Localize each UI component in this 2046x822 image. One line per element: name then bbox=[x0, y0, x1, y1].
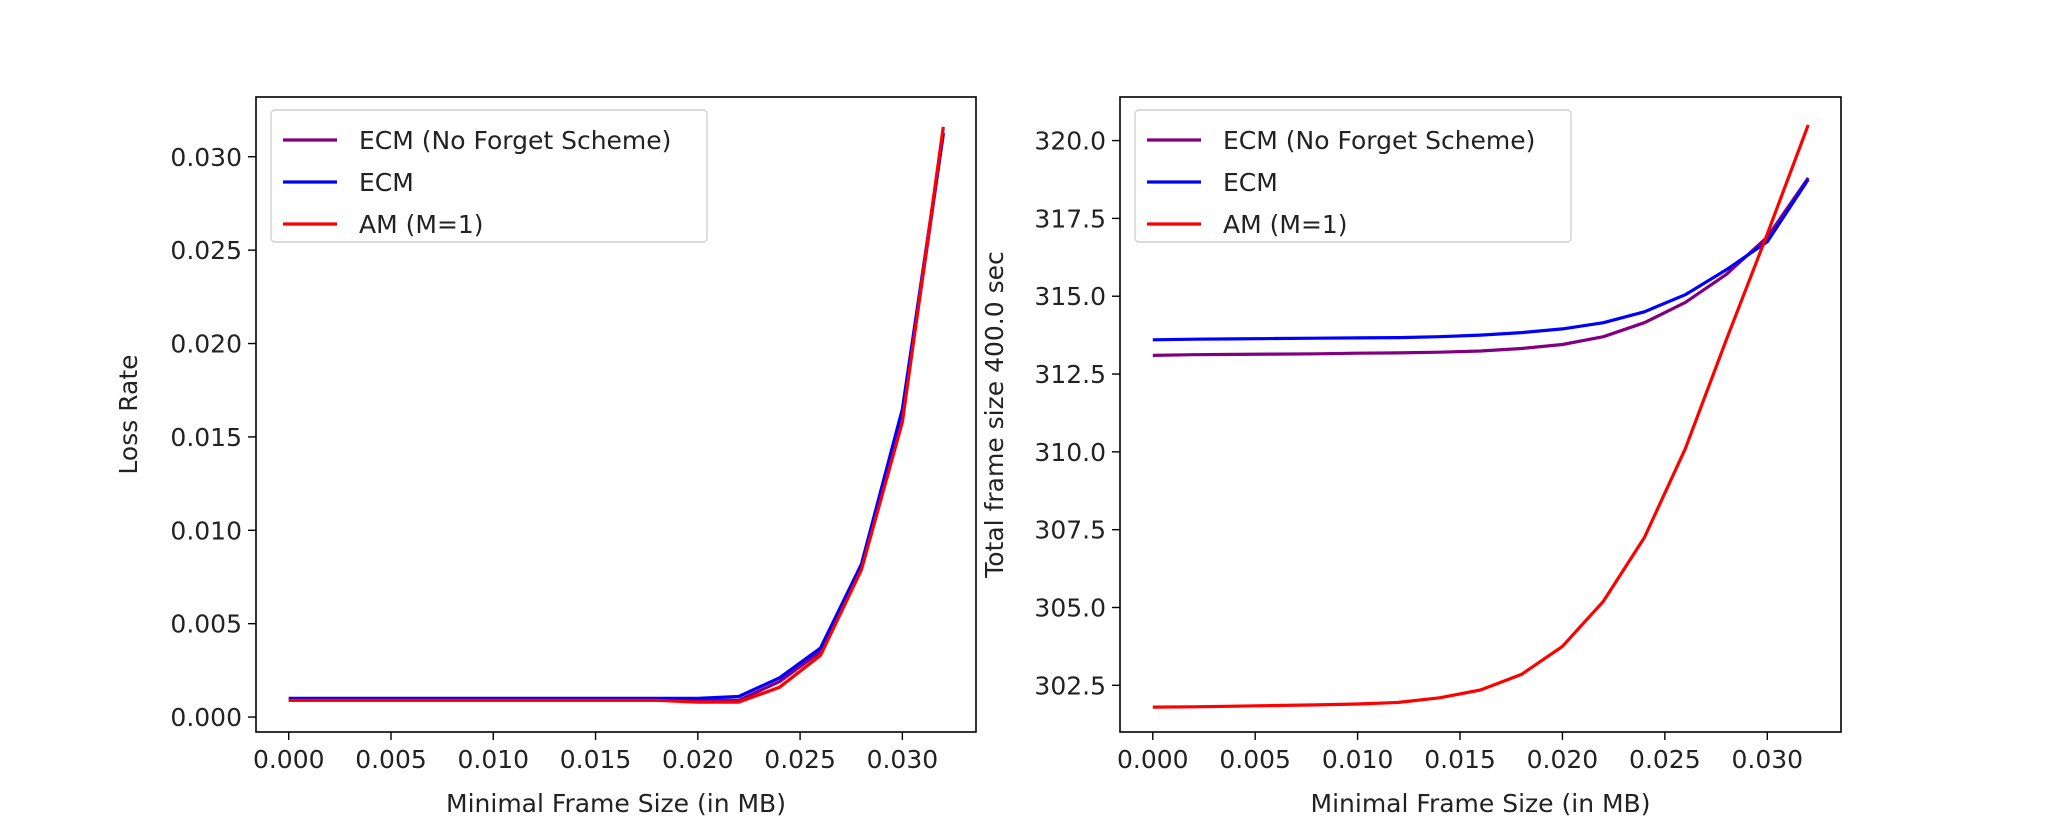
y-tick-label: 315.0 bbox=[1034, 282, 1106, 311]
total-frame-size-chart: 0.000 0.005 0.010 0.015 0.020 0.025 0.030 302.5… bbox=[980, 96, 1842, 818]
legend-frame bbox=[1134, 109, 1572, 243]
x-tick-label: 0.000 bbox=[1117, 745, 1189, 774]
x-tick-label: 0.005 bbox=[355, 745, 427, 774]
x-tick-label: 0.030 bbox=[1731, 745, 1803, 774]
x-tick-label: 0.030 bbox=[867, 745, 939, 774]
series-lines bbox=[1152, 124, 1810, 709]
x-tick-label: 0.015 bbox=[560, 745, 632, 774]
legend: ECM (No Forget Scheme) ECM AM (M=1) bbox=[270, 109, 708, 243]
x-tick-label: 0.020 bbox=[662, 745, 734, 774]
loss-rate-chart: 0.000 0.005 0.010 0.015 0.020 0.025 0.030 0.000… bbox=[114, 96, 977, 818]
x-tick-label: 0.010 bbox=[457, 745, 529, 774]
x-axis-label: Minimal Frame Size (in MB) bbox=[446, 789, 786, 818]
series-line-2 bbox=[288, 126, 945, 704]
legend: ECM (No Forget Scheme) ECM AM (M=1) bbox=[1134, 109, 1572, 243]
x-tick-label: 0.025 bbox=[1629, 745, 1701, 774]
series-line-1 bbox=[1152, 178, 1810, 342]
x-tick-label: 0.000 bbox=[253, 745, 325, 774]
y-tick-label: 317.5 bbox=[1034, 204, 1106, 233]
x-tick-label: 0.005 bbox=[1219, 745, 1291, 774]
y-axis-label: Total frame size 400.0 sec bbox=[980, 251, 1009, 579]
legend-frame bbox=[270, 109, 708, 243]
legend-label: ECM (No Forget Scheme) bbox=[359, 126, 671, 155]
y-axis-label: Loss Rate bbox=[114, 354, 143, 474]
y-tick-label: 320.0 bbox=[1034, 127, 1106, 156]
x-axis-label: Minimal Frame Size (in MB) bbox=[1311, 789, 1651, 818]
y-tick-label: 302.5 bbox=[1034, 671, 1106, 700]
series-line-0 bbox=[1152, 176, 1810, 357]
y-tick-label: 0.005 bbox=[170, 610, 242, 639]
x-tick-label: 0.015 bbox=[1424, 745, 1496, 774]
x-tick-label: 0.020 bbox=[1527, 745, 1599, 774]
series-line-1 bbox=[288, 132, 945, 701]
legend-label: AM (M=1) bbox=[1223, 210, 1348, 239]
y-tick-label: 310.0 bbox=[1034, 438, 1106, 467]
y-tick-label: 0.030 bbox=[170, 143, 242, 172]
plot-area bbox=[1119, 96, 1842, 733]
y-tick-label: 307.5 bbox=[1034, 516, 1106, 545]
legend-label: ECM (No Forget Scheme) bbox=[1223, 126, 1535, 155]
plot-area bbox=[255, 96, 977, 733]
y-tick-label: 0.025 bbox=[170, 236, 242, 265]
x-tick-label: 0.025 bbox=[764, 745, 836, 774]
series-line-2 bbox=[1152, 124, 1810, 709]
legend-label: ECM bbox=[359, 168, 414, 197]
legend-label: ECM bbox=[1223, 168, 1278, 197]
y-tick-label: 305.0 bbox=[1034, 593, 1106, 622]
y-tick-label: 0.015 bbox=[170, 423, 242, 452]
legend-label: AM (M=1) bbox=[359, 210, 484, 239]
y-tick-label: 0.000 bbox=[170, 703, 242, 732]
y-tick-label: 0.010 bbox=[170, 516, 242, 545]
series-lines bbox=[288, 126, 945, 704]
y-tick-label: 0.020 bbox=[170, 330, 242, 359]
x-tick-label: 0.010 bbox=[1322, 745, 1394, 774]
y-tick-label: 312.5 bbox=[1034, 360, 1106, 389]
